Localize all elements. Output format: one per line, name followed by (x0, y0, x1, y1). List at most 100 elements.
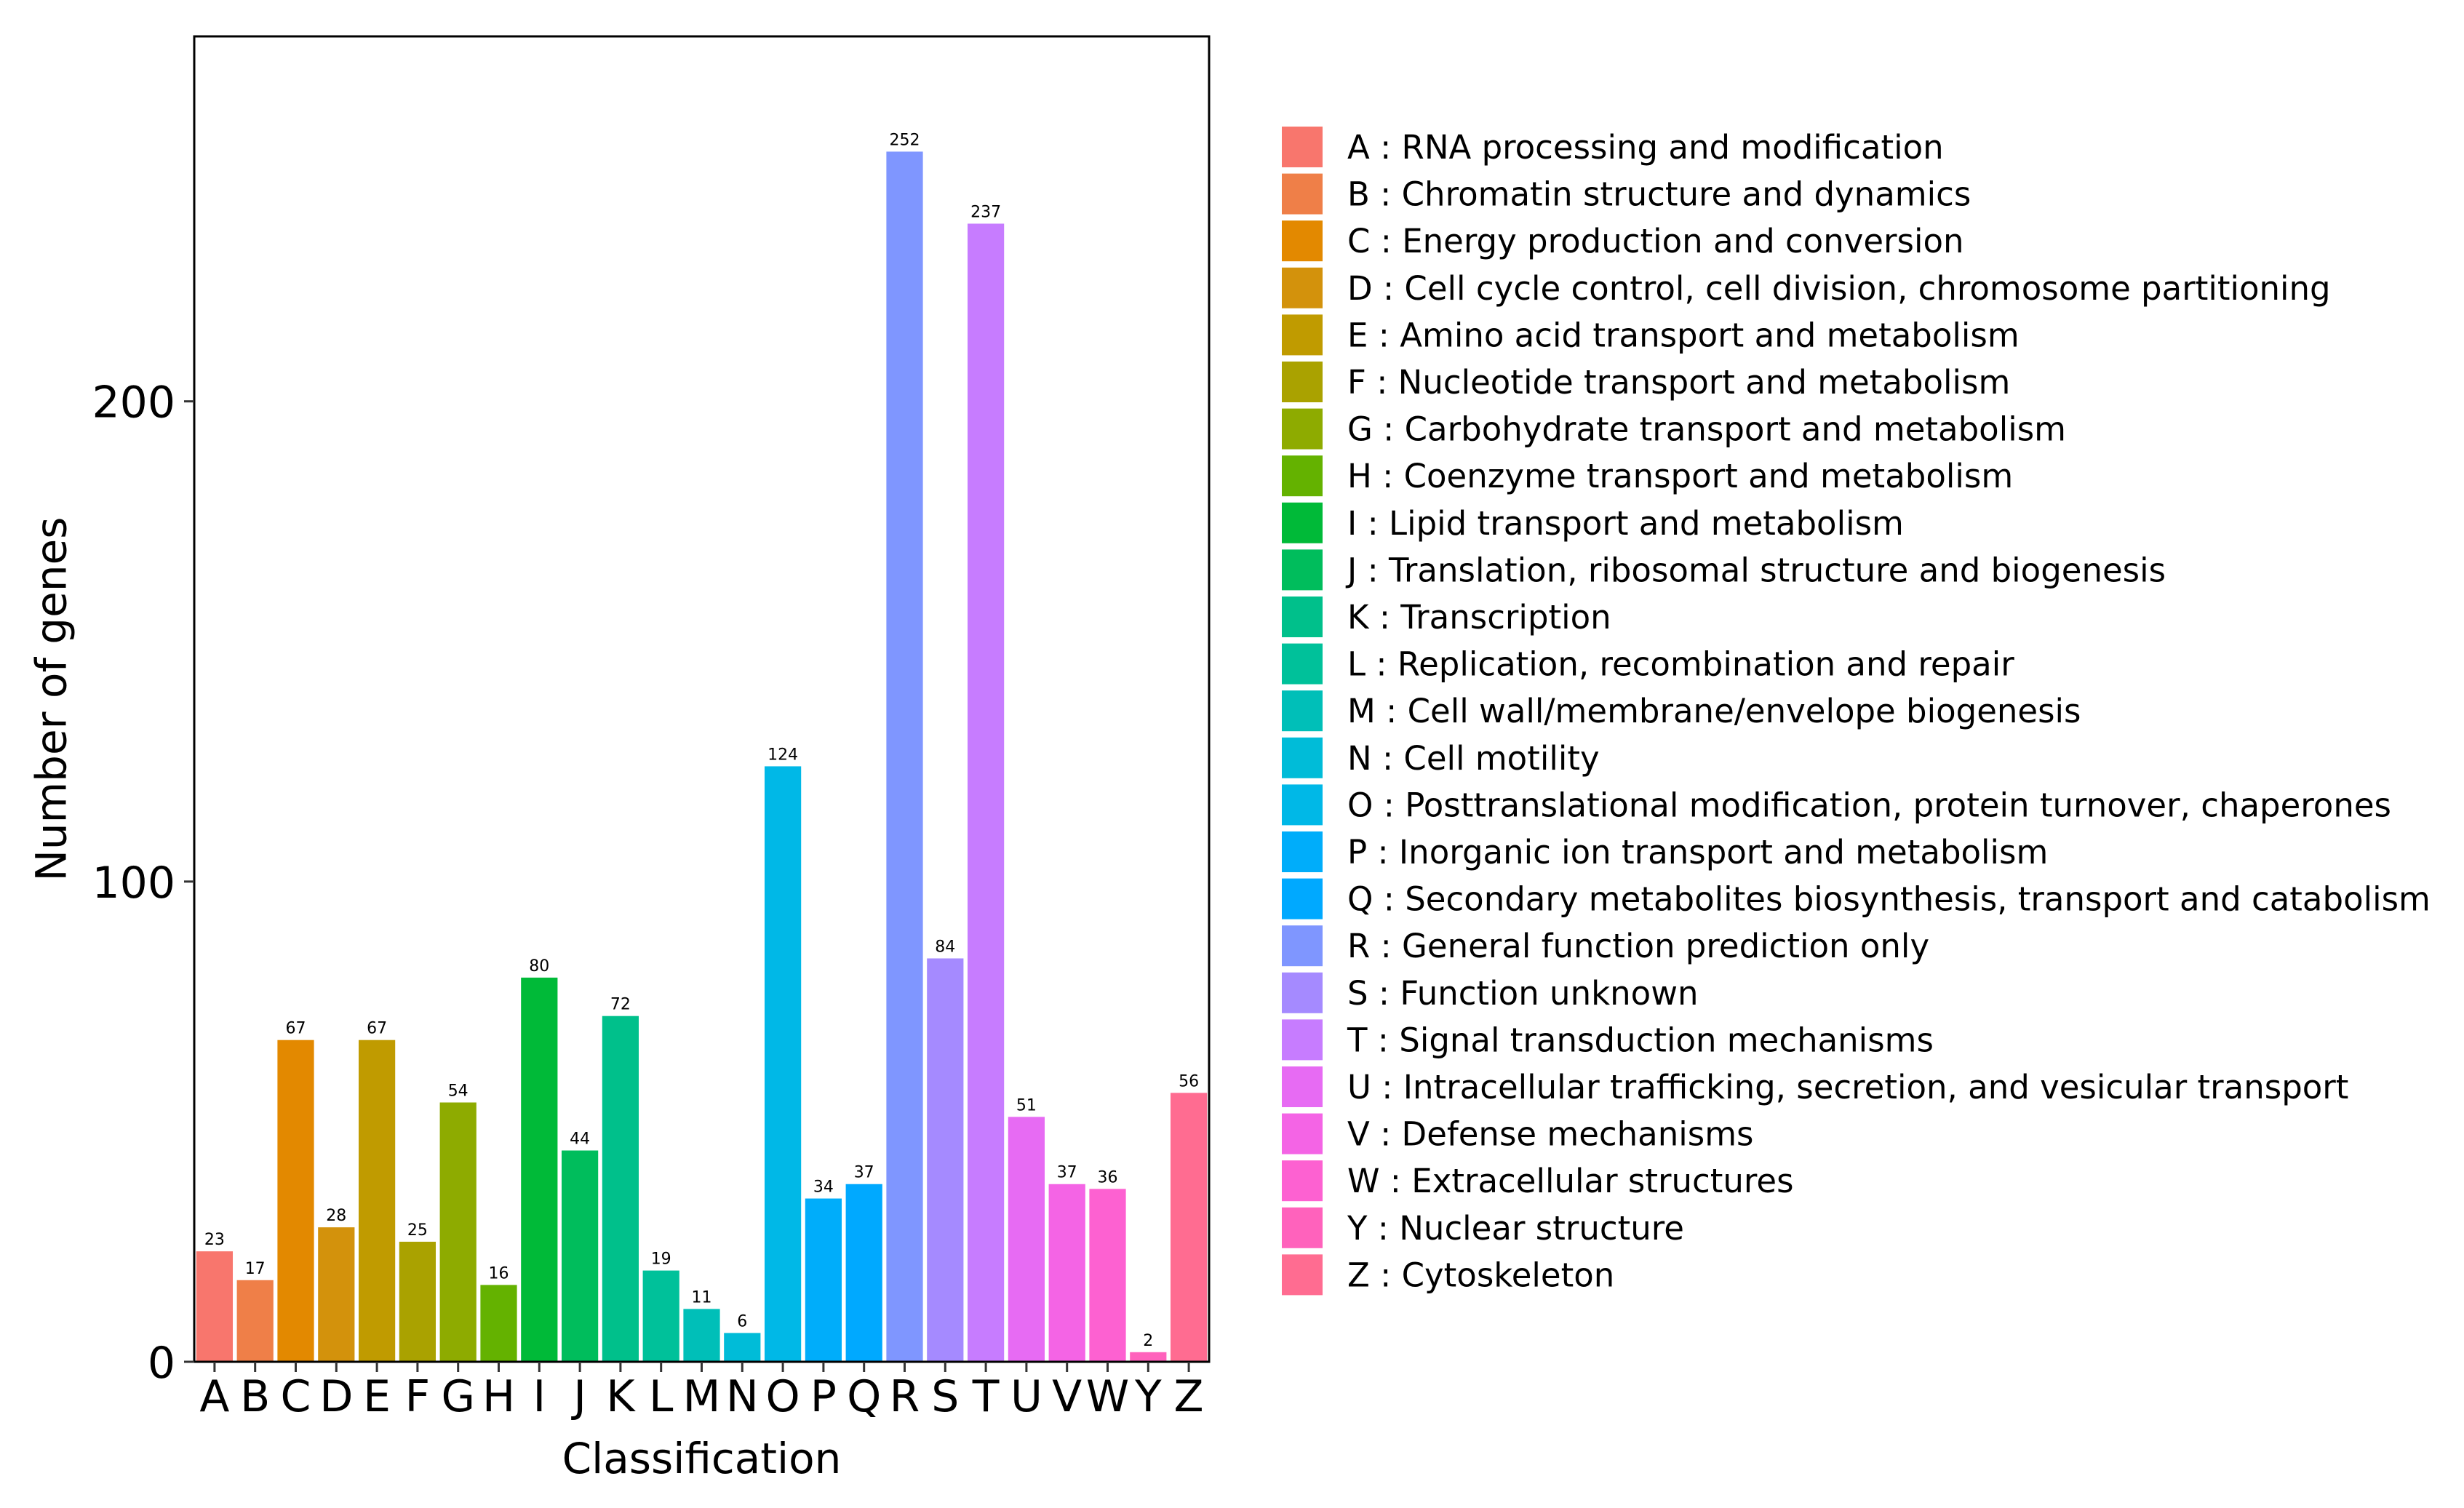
legend-key-Z (1282, 1254, 1323, 1296)
x-tick-label-V: V (1052, 1371, 1082, 1422)
bar-M (683, 1309, 720, 1362)
y-axis: 0 100 200 (92, 378, 194, 1389)
x-tick-label-S: S (931, 1371, 959, 1422)
bar-label-K: 72 (610, 996, 631, 1014)
legend-key-D (1282, 267, 1323, 308)
x-tick-label-B: B (240, 1371, 270, 1422)
legend-label-Z: Z : Cytoskeleton (1347, 1256, 1614, 1294)
bar-label-C: 67 (286, 1020, 306, 1038)
x-tick-label-E: E (363, 1371, 391, 1422)
bar-C (277, 1040, 314, 1362)
legend-label-M: M : Cell wall/membrane/envelope biogenes… (1347, 692, 2081, 730)
bar-L (642, 1270, 679, 1362)
legend-label-J: J : Translation, ribosomal structure and… (1345, 551, 2166, 589)
bar-U (1008, 1117, 1045, 1362)
bar-V (1048, 1184, 1085, 1362)
x-tick-label-U: U (1010, 1371, 1042, 1422)
bar-label-N: 6 (737, 1312, 747, 1331)
bar-label-E: 67 (367, 1020, 387, 1038)
legend: A : RNA processing and modification B : C… (1282, 127, 2431, 1296)
bar-I (521, 977, 558, 1362)
legend-key-O (1282, 784, 1323, 826)
legend-key-I (1282, 502, 1323, 543)
bar-label-H: 16 (489, 1264, 509, 1282)
bar-H (480, 1285, 517, 1362)
bar-label-V: 37 (1057, 1164, 1077, 1182)
y-tick-label: 0 (148, 1338, 175, 1389)
legend-label-P: P : Inorganic ion transport and metaboli… (1347, 833, 2048, 871)
legend-key-M (1282, 690, 1323, 732)
legend-key-T (1282, 1019, 1323, 1061)
bar-J (561, 1150, 599, 1362)
x-tick-label-W: W (1086, 1371, 1129, 1422)
legend-label-V: V : Defense mechanisms (1347, 1115, 1753, 1154)
bar-label-J: 44 (570, 1130, 590, 1149)
x-tick-label-J: J (570, 1371, 586, 1422)
bar-label-G: 54 (448, 1082, 469, 1101)
legend-label-F: F : Nucleotide transport and metabolism (1347, 363, 2010, 402)
bar-label-W: 36 (1098, 1168, 1118, 1186)
bar-S (927, 958, 964, 1362)
bar-label-F: 25 (407, 1221, 428, 1240)
bar-label-Z: 56 (1179, 1072, 1199, 1090)
bar-value-labels: 23 17 67 28 67 25 54 16 80 44 72 19 11 6 124 34 37 252 84 2… (204, 131, 1199, 1349)
legend-key-W (1282, 1160, 1323, 1202)
legend-label-Q: Q : Secondary metabolites biosynthesis, … (1347, 880, 2431, 919)
legend-label-D: D : Cell cycle control, cell division, c… (1347, 269, 2331, 308)
bar-N (724, 1333, 761, 1362)
legend-key-E (1282, 314, 1323, 356)
bar-K (602, 1016, 639, 1362)
y-axis-title: Number of genes (26, 517, 76, 882)
legend-key-R (1282, 925, 1323, 967)
legend-key-S (1282, 972, 1323, 1013)
x-tick-label-H: H (482, 1371, 515, 1422)
legend-key-C (1282, 220, 1323, 262)
bar-label-T: 237 (970, 203, 1001, 221)
x-tick-label-O: O (765, 1371, 800, 1422)
y-tick-label: 100 (92, 858, 175, 909)
legend-label-C: C : Energy production and conversion (1347, 222, 1964, 260)
x-tick-label-L: L (649, 1371, 674, 1422)
x-tick-label-P: P (810, 1371, 837, 1422)
bar-O (764, 766, 802, 1362)
bar-label-L: 19 (651, 1250, 671, 1269)
legend-key-G (1282, 408, 1323, 450)
legend-label-Y: Y : Nuclear structure (1347, 1209, 1684, 1248)
bar-W (1089, 1189, 1126, 1362)
plot-panel-border (193, 35, 1211, 1363)
bar-label-Y: 2 (1143, 1332, 1153, 1350)
legend-key-P (1282, 831, 1323, 872)
x-tick-label-D: D (319, 1371, 353, 1422)
legend-key-A (1282, 127, 1323, 167)
legend-label-B: B : Chromatin structure and dynamics (1347, 175, 1971, 214)
legend-label-L: L : Replication, recombination and repai… (1347, 645, 2014, 684)
legend-key-V (1282, 1113, 1323, 1154)
bar-label-U: 51 (1016, 1096, 1037, 1114)
bar-P (805, 1198, 842, 1362)
legend-key-J (1282, 549, 1323, 591)
legend-key-U (1282, 1066, 1323, 1107)
x-tick-label-I: I (533, 1371, 546, 1422)
bar-label-D: 28 (326, 1207, 346, 1225)
x-tick-label-Z: Z (1174, 1371, 1204, 1422)
bar-R (886, 151, 923, 1362)
legend-label-S: S : Function unknown (1347, 974, 1699, 1013)
legend-label-U: U : Intracellular trafficking, secretion… (1347, 1068, 2348, 1106)
x-tick-label-G: G (441, 1371, 475, 1422)
legend-key-K (1282, 597, 1323, 637)
bar-label-P: 34 (813, 1178, 834, 1197)
bar-label-O: 124 (767, 746, 798, 764)
bar-G (439, 1102, 477, 1362)
x-tick-label-Y: Y (1134, 1371, 1162, 1422)
bar-label-B: 17 (245, 1260, 266, 1278)
legend-label-G: G : Carbohydrate transport and metabolis… (1347, 410, 2066, 449)
bars-layer (196, 151, 1208, 1362)
x-axis-title: Classification (562, 1434, 842, 1483)
legend-label-I: I : Lipid transport and metabolism (1347, 504, 1904, 543)
bar-label-S: 84 (935, 938, 955, 956)
x-tick-label-R: R (890, 1371, 920, 1422)
legend-key-F (1282, 362, 1323, 402)
bar-label-R: 252 (890, 131, 920, 149)
x-tick-label-N: N (726, 1371, 759, 1422)
